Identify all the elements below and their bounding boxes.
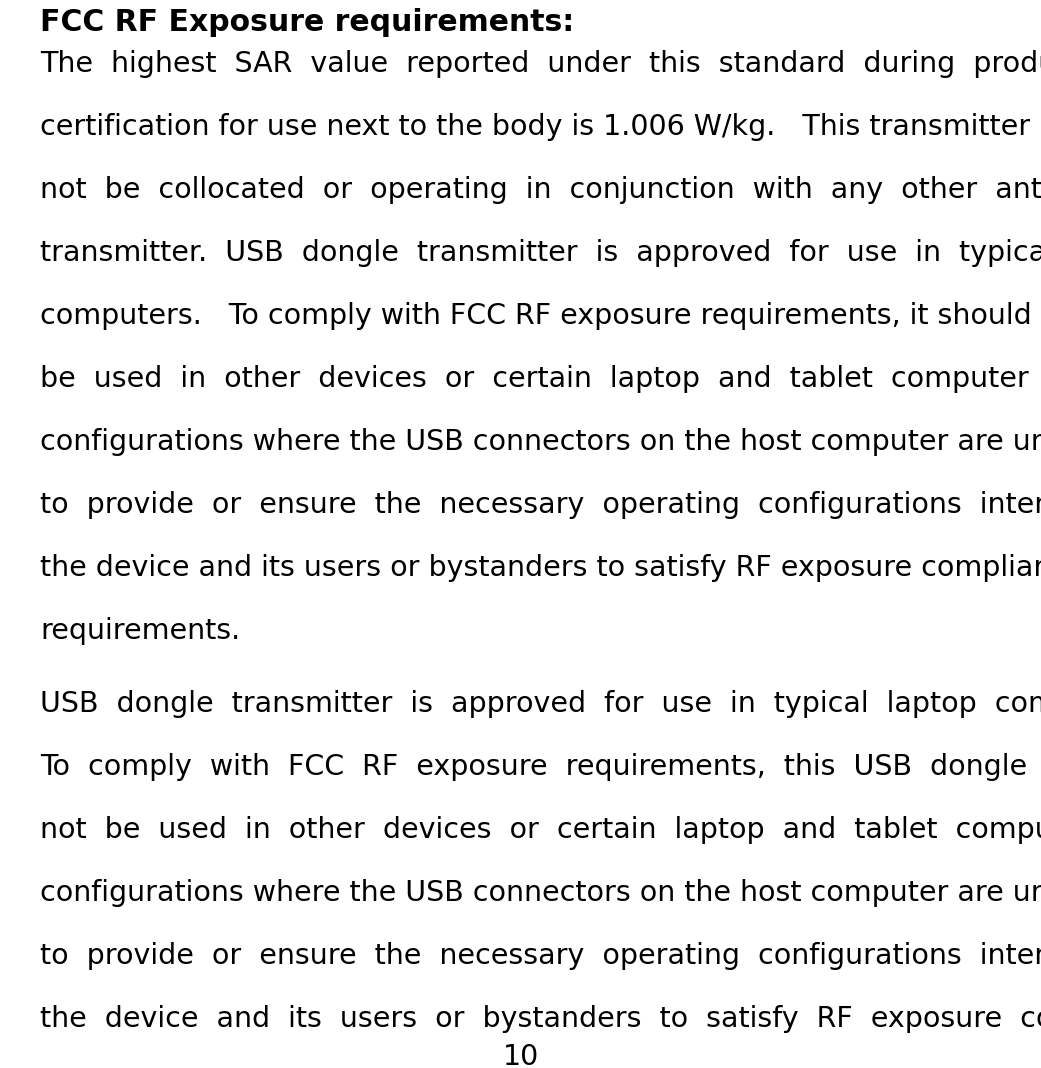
Text: the  device  and  its  users  or  bystanders  to  satisfy  RF  exposure  complia: the device and its users or bystanders t…	[40, 1005, 1041, 1033]
Text: not  be  used  in  other  devices  or  certain  laptop  and  tablet  computer: not be used in other devices or certain …	[40, 816, 1041, 844]
Text: the device and its users or bystanders to satisfy RF exposure compliance: the device and its users or bystanders t…	[40, 554, 1041, 582]
Text: not  be  collocated  or  operating  in  conjunction  with  any  other  antenna  : not be collocated or operating in conjun…	[40, 176, 1041, 204]
Text: configurations where the USB connectors on the host computer are unable: configurations where the USB connectors …	[40, 428, 1041, 456]
Text: To  comply  with  FCC  RF  exposure  requirements,  this  USB  dongle  should: To comply with FCC RF exposure requireme…	[40, 753, 1041, 781]
Text: requirements.: requirements.	[40, 617, 240, 645]
Text: be  used  in  other  devices  or  certain  laptop  and  tablet  computer: be used in other devices or certain lapt…	[40, 365, 1029, 393]
Text: The  highest  SAR  value  reported  under  this  standard  during  product: The highest SAR value reported under thi…	[40, 50, 1041, 78]
Text: computers.   To comply with FCC RF exposure requirements, it should not: computers. To comply with FCC RF exposur…	[40, 302, 1041, 330]
Text: FCC RF Exposure requirements:: FCC RF Exposure requirements:	[40, 7, 575, 37]
Text: USB  dongle  transmitter  is  approved  for  use  in  typical  laptop  computers: USB dongle transmitter is approved for u…	[40, 690, 1041, 718]
Text: to  provide  or  ensure  the  necessary  operating  configurations  intended  fo: to provide or ensure the necessary opera…	[40, 942, 1041, 970]
Text: configurations where the USB connectors on the host computer are unable: configurations where the USB connectors …	[40, 879, 1041, 907]
Text: to  provide  or  ensure  the  necessary  operating  configurations  intended  fo: to provide or ensure the necessary opera…	[40, 491, 1041, 519]
Text: certification for use next to the body is 1.006 W/kg.   This transmitter must: certification for use next to the body i…	[40, 113, 1041, 141]
Text: 10: 10	[503, 1043, 538, 1068]
Text: transmitter.  USB  dongle  transmitter  is  approved  for  use  in  typical  lap: transmitter. USB dongle transmitter is a…	[40, 239, 1041, 267]
